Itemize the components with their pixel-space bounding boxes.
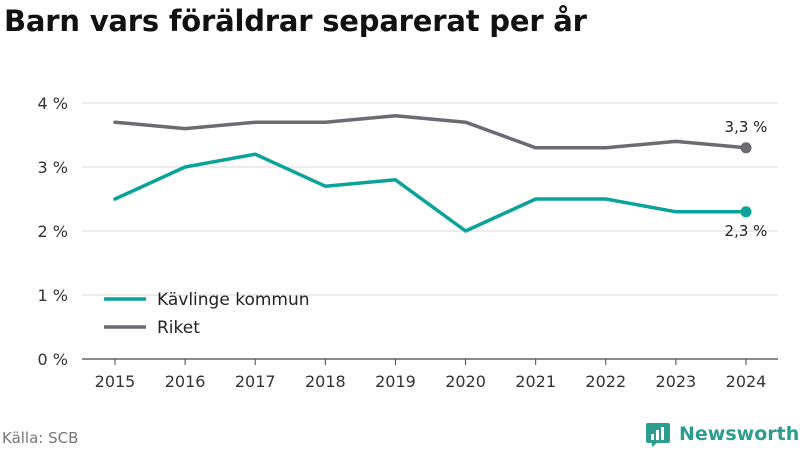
source-note: Källa: SCB bbox=[2, 429, 79, 447]
series-lines: 2,3 % 3,3 % bbox=[113, 114, 768, 240]
x-tick-label: 2022 bbox=[585, 372, 626, 391]
x-tick-label: 2020 bbox=[445, 372, 486, 391]
legend-label: Kävlinge kommun bbox=[157, 290, 310, 310]
series-end-point bbox=[740, 206, 752, 218]
series-line-kavlinge bbox=[113, 152, 748, 233]
legend-label: Riket bbox=[157, 318, 200, 338]
x-tick-label: 2016 bbox=[165, 372, 206, 391]
series-end-point bbox=[740, 142, 752, 154]
y-axis-ticks: 0 % 1 % 2 % 3 % 4 % bbox=[38, 94, 68, 369]
brand-logo: Newsworthy bbox=[645, 421, 800, 447]
y-tick-label: 2 % bbox=[38, 222, 68, 241]
y-tick-label: 1 % bbox=[38, 286, 68, 305]
x-tick-label: 2015 bbox=[95, 372, 136, 391]
chart-title: Barn vars föräldrar separerat per år bbox=[4, 4, 587, 38]
y-tick-label: 3 % bbox=[38, 158, 68, 177]
x-tick-label: 2018 bbox=[305, 372, 346, 391]
x-tick-label: 2021 bbox=[515, 372, 556, 391]
y-tick-label: 0 % bbox=[38, 350, 68, 369]
end-value-label: 3,3 % bbox=[725, 118, 768, 136]
x-tick-label: 2019 bbox=[375, 372, 416, 391]
gridlines bbox=[82, 102, 778, 360]
x-tick-label: 2023 bbox=[656, 372, 697, 391]
legend: Kävlinge kommun Riket bbox=[104, 290, 310, 338]
series-line-riket bbox=[113, 114, 748, 150]
x-axis: 2015 2016 2017 2018 2019 2020 2021 2022 2023 2024 bbox=[95, 359, 767, 391]
y-tick-label: 4 % bbox=[38, 94, 68, 113]
end-value-label: 2,3 % bbox=[725, 222, 768, 240]
x-tick-label: 2024 bbox=[726, 372, 767, 391]
x-tick-label: 2017 bbox=[235, 372, 276, 391]
brand-name: Newsworthy bbox=[679, 423, 800, 445]
newsworthy-logo-icon bbox=[646, 423, 670, 447]
